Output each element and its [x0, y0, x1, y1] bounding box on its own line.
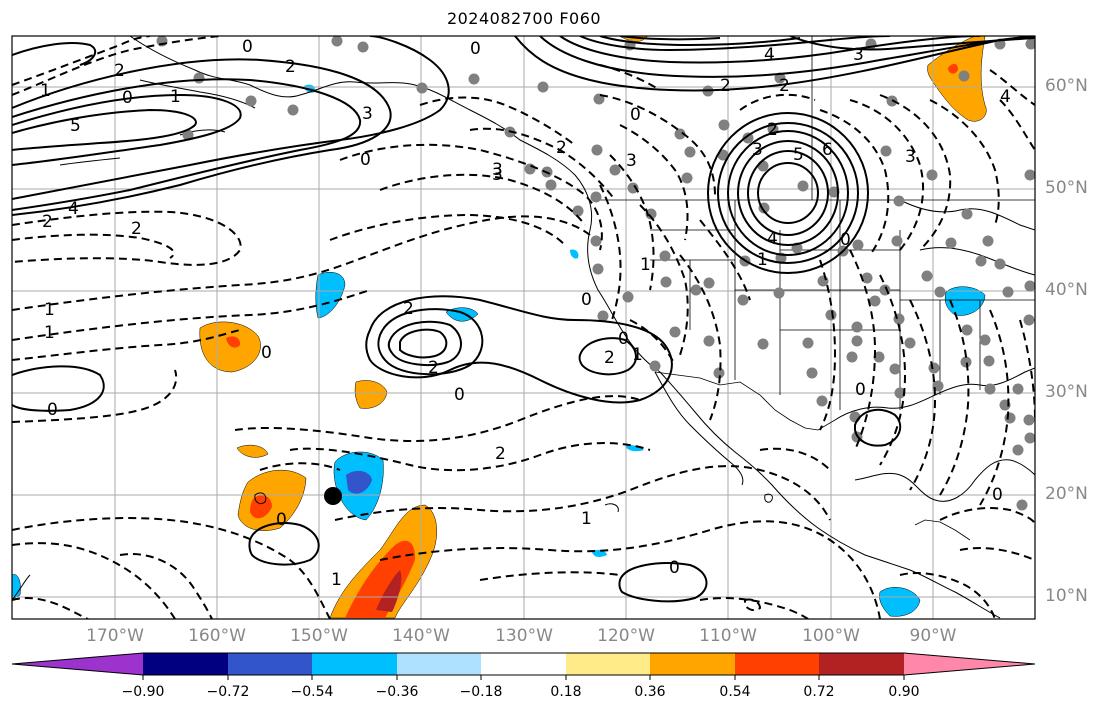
- contour-labels: 2 1 0 1 5 4 2 2 2 0 3 0 3 0 2 3 0 4 3 2 …: [40, 37, 1011, 590]
- contour-label: 3: [492, 160, 503, 180]
- colorbar-tick-label: −0.54: [290, 684, 334, 700]
- contour-label: 3: [752, 140, 763, 160]
- contour-label: 3: [853, 45, 864, 65]
- colorbar-bin: [650, 653, 735, 675]
- colorbar-extend-low: [12, 653, 143, 675]
- colorbar-tick-label: −0.18: [459, 684, 503, 700]
- contour-label: 1: [632, 345, 643, 365]
- lon-label: 130°W: [495, 626, 553, 646]
- colorbar-bin: [312, 653, 397, 675]
- negative-contours: [12, 36, 1035, 619]
- lat-label: 10°N: [1045, 586, 1088, 606]
- contour-label: 1: [331, 570, 342, 590]
- colorbar-tick-label: 0.18: [550, 684, 582, 700]
- lon-label: 120°W: [597, 626, 655, 646]
- contour-label: 2: [131, 219, 142, 239]
- contour-label: 0: [840, 230, 851, 250]
- colorbar-tick-label: −0.90: [121, 684, 165, 700]
- contour-label: 0: [454, 385, 465, 405]
- lon-label: 110°W: [699, 626, 757, 646]
- contour-label: 3: [362, 104, 373, 124]
- contour-label: 1: [581, 509, 592, 529]
- contour-label: 3: [626, 151, 637, 171]
- colorbar-bin: [397, 653, 481, 675]
- lat-label: 60°N: [1045, 76, 1088, 96]
- graticule: [12, 36, 1035, 619]
- marker-dot: [324, 487, 342, 505]
- positive-contours: [12, 36, 1035, 603]
- colorbar-tick-label: 0.54: [719, 684, 751, 700]
- lat-label: 50°N: [1045, 178, 1088, 198]
- colorbar-bin: [228, 653, 312, 675]
- lon-label: 170°W: [86, 626, 144, 646]
- contour-label: 1: [44, 300, 55, 320]
- map-title: 2024082700 F060: [446, 9, 602, 28]
- colorbar-tick-label: 0.90: [888, 684, 920, 700]
- lon-label: 90°W: [909, 626, 957, 646]
- contour-label: 6: [822, 140, 833, 160]
- lat-label: 20°N: [1045, 484, 1088, 504]
- contour-label: 1: [170, 87, 181, 107]
- contour-label: 0: [261, 343, 272, 363]
- contour-label: 0: [242, 37, 253, 57]
- colorbar-bin: [481, 653, 566, 675]
- lat-label: 40°N: [1045, 280, 1088, 300]
- colorbar-bin: [566, 653, 650, 675]
- contour-label: 0: [630, 105, 641, 125]
- colorbar-tick-label: 0.36: [634, 684, 666, 700]
- contour-label: 4: [1000, 87, 1011, 107]
- colorbar-bin: [735, 653, 819, 675]
- contour-label: 1: [640, 255, 651, 275]
- contour-label: 3: [492, 165, 503, 185]
- contour-label: 2: [42, 212, 53, 232]
- contour-label: 5: [70, 116, 81, 136]
- contour-label: 2: [779, 76, 790, 96]
- shaded-anomalies: [12, 36, 987, 619]
- contour-label: 0: [470, 39, 481, 59]
- contour-label: 2: [403, 299, 414, 319]
- contour-label: 2: [556, 138, 567, 158]
- colorbar-tick-label: 0.72: [803, 684, 835, 700]
- contour-label: 2: [604, 348, 615, 368]
- contour-label: 0: [47, 400, 58, 420]
- contour-label: 1: [757, 250, 768, 270]
- contour-label: 4: [68, 199, 79, 219]
- contour-label: 0: [992, 485, 1003, 505]
- colorbar-tick-label: −0.36: [375, 684, 419, 700]
- contour-label: 0: [276, 510, 287, 530]
- lon-label: 160°W: [188, 626, 246, 646]
- contour-label: 2: [114, 61, 125, 81]
- contour-label: 1: [44, 323, 55, 343]
- colorbar-tick-label: −0.72: [206, 684, 250, 700]
- colorbar-bin: [143, 653, 228, 675]
- contour-label: 0: [360, 150, 371, 170]
- contour-label: 0: [618, 329, 629, 349]
- lon-label: 140°W: [392, 626, 450, 646]
- lon-label: 150°W: [290, 626, 348, 646]
- lon-label: 100°W: [802, 626, 860, 646]
- contour-label: 2: [428, 358, 439, 378]
- contour-label: 3: [905, 147, 916, 167]
- colorbar-extend-high: [904, 653, 1035, 675]
- contour-label: 2: [495, 444, 506, 464]
- contour-label: 0: [581, 290, 592, 310]
- contour-label: 2: [767, 120, 778, 140]
- contour-label: 4: [767, 229, 778, 249]
- contour-label: 0: [855, 380, 866, 400]
- lat-label: 30°N: [1045, 382, 1088, 402]
- contour-label: 1: [40, 81, 51, 101]
- colorbar: [11, 652, 1036, 680]
- contour-label: 2: [720, 76, 731, 96]
- contour-label: 4: [764, 45, 775, 65]
- colorbar-bin: [819, 653, 904, 675]
- contour-label: 0: [122, 88, 133, 108]
- map-frame: [11, 35, 1036, 620]
- contour-label: 0: [669, 558, 680, 578]
- contour-label: 2: [285, 57, 296, 77]
- contour-label: 5: [793, 145, 804, 165]
